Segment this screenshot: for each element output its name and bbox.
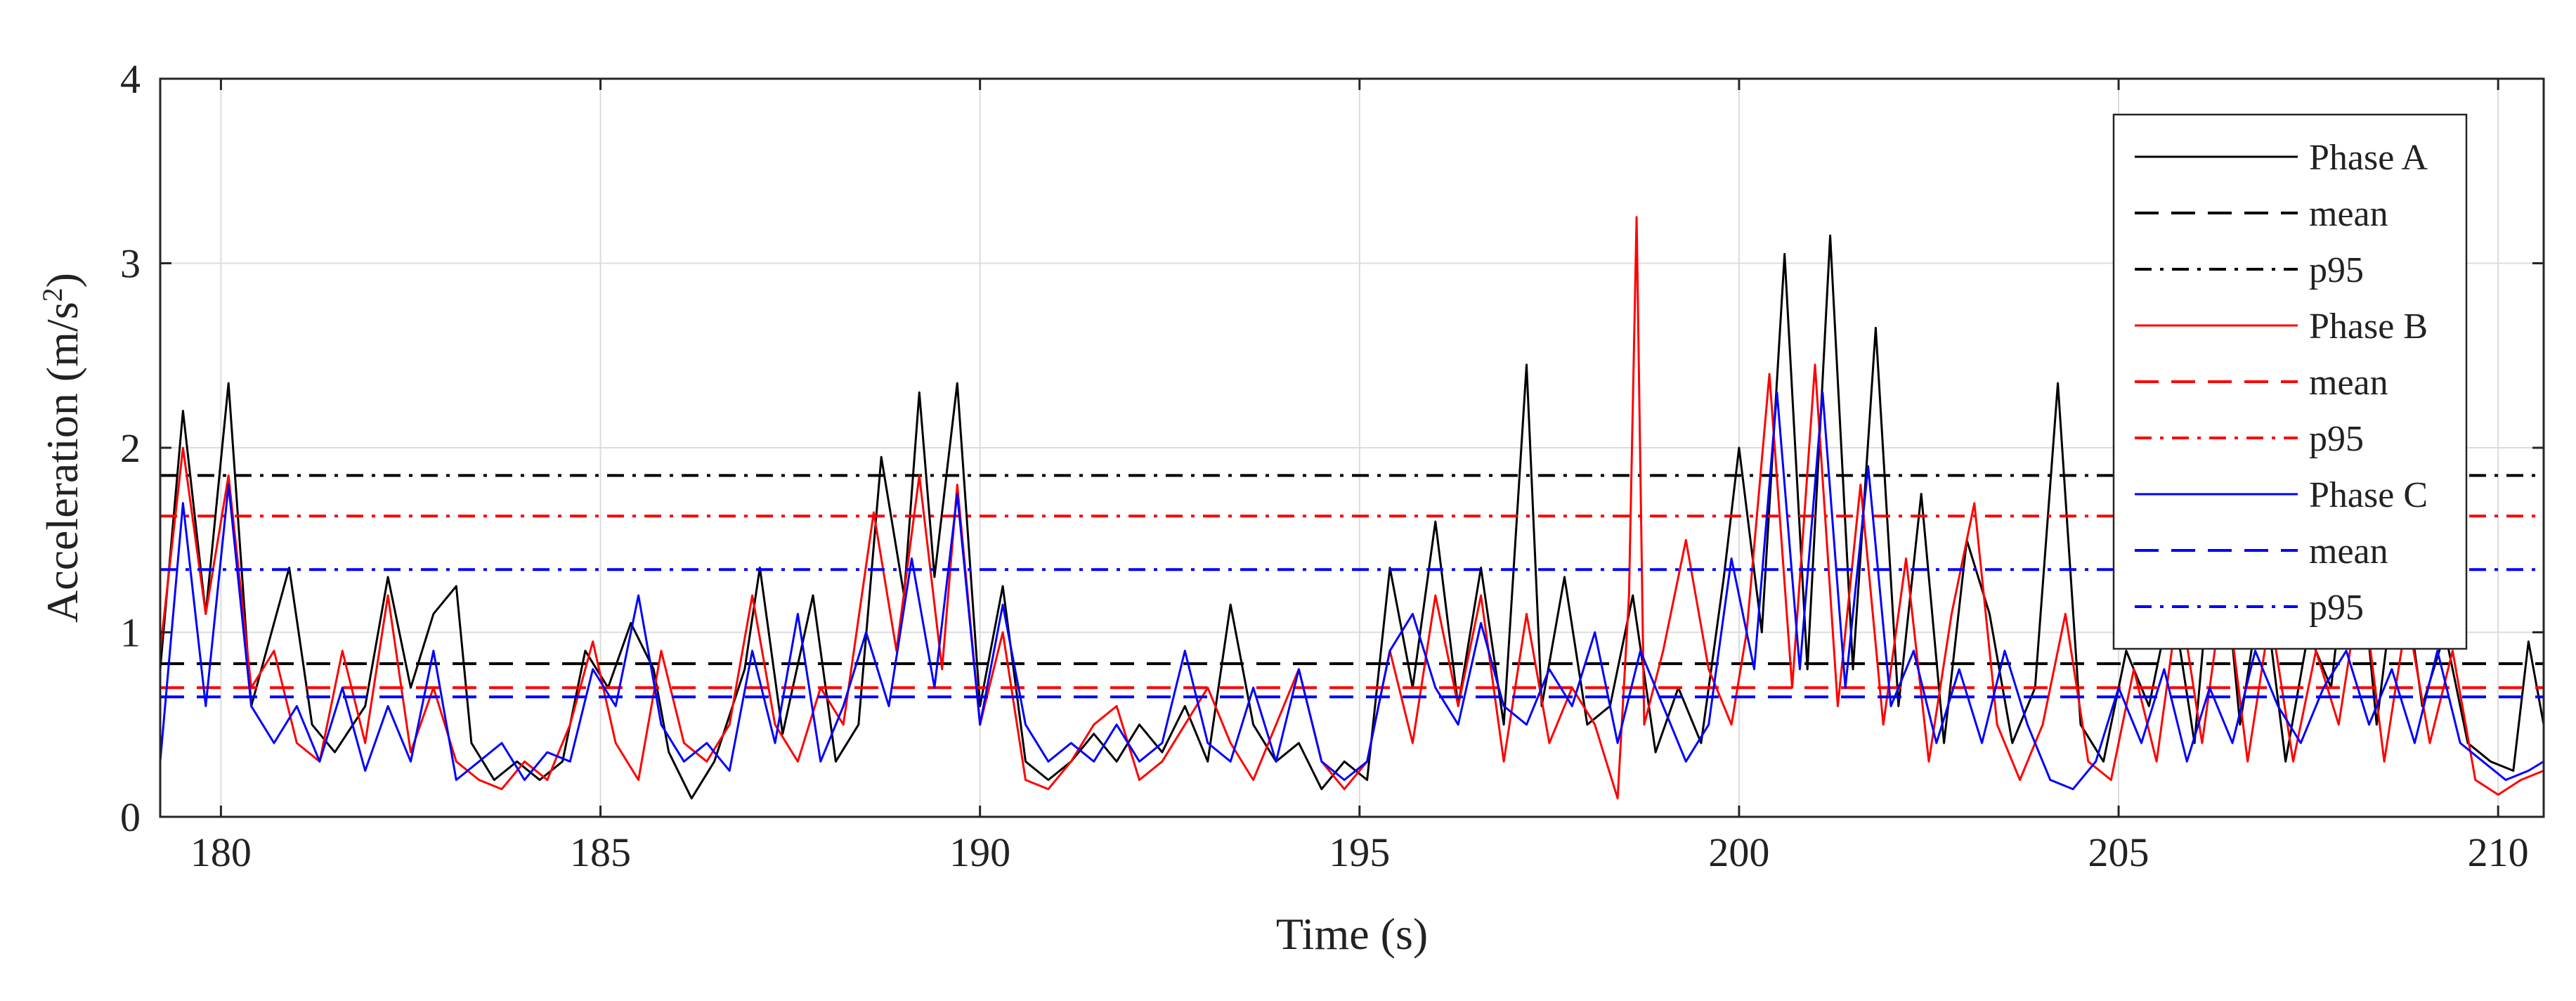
x-tick-label: 195 — [1329, 829, 1390, 875]
x-tick-label: 210 — [2468, 829, 2529, 875]
y-axis-label-main: Acceleration (m/s — [37, 302, 87, 623]
x-tick-label: 190 — [949, 829, 1010, 875]
y-tick-label: 2 — [120, 425, 141, 471]
legend-label-phase-a-mean: mean — [2309, 194, 2388, 234]
legend: Phase A mean p95 Phase B mean p95 Phase C mean p… — [2112, 113, 2468, 650]
y-axis-label: Acceleration (m/s2) — [37, 273, 88, 623]
y-axis-label-superscript: 2 — [37, 288, 68, 302]
legend-label-phase-b-mean: mean — [2309, 363, 2388, 403]
x-tick-label: 205 — [2088, 829, 2149, 875]
y-tick-label: 4 — [120, 56, 141, 102]
legend-label-phase-b-p95: p95 — [2309, 419, 2364, 459]
legend-label-phase-b: Phase B — [2309, 306, 2428, 347]
y-tick-label: 1 — [120, 610, 141, 656]
x-tick-label: 200 — [1708, 829, 1769, 875]
y-tick-label: 0 — [120, 794, 141, 840]
legend-label-phase-a-p95: p95 — [2309, 250, 2364, 290]
x-tick-label: 180 — [190, 829, 252, 875]
legend-label-phase-c-p95: p95 — [2309, 588, 2364, 628]
series-line-phase-c — [160, 391, 2544, 791]
legend-label-phase-a: Phase A — [2309, 138, 2428, 178]
y-axis-label-close: ) — [37, 273, 87, 288]
legend-label-phase-c-mean: mean — [2309, 531, 2388, 571]
y-tick-label: 3 — [120, 241, 141, 287]
axis-ticks: 180 185 190 195 200 205 210 0 1 2 3 4 — [120, 56, 2544, 875]
legend-label-phase-c: Phase C — [2309, 475, 2428, 515]
x-tick-label: 185 — [570, 829, 631, 875]
x-axis-label: Time (s) — [1276, 909, 1428, 959]
